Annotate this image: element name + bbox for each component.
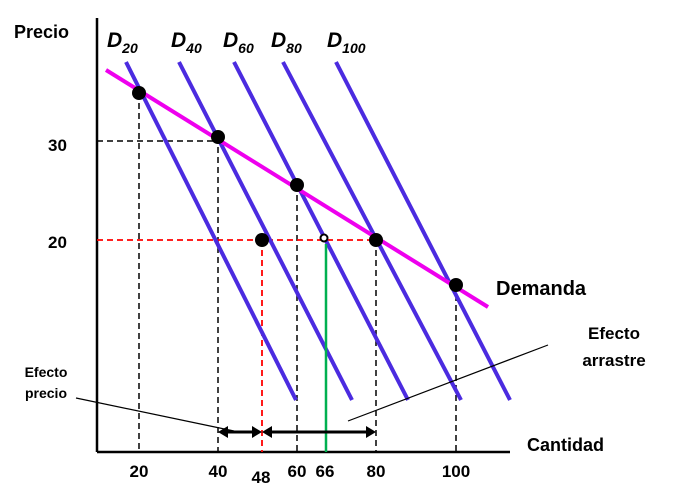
price-tick-20: 20: [48, 233, 67, 252]
label-d40: D40: [171, 29, 202, 56]
quantity-tick-48: 48: [252, 468, 271, 487]
curve-d40: [177, 61, 354, 401]
curve-d60: [232, 61, 410, 401]
price-effect-pointer: [75, 397, 235, 432]
hollow-point-q66: [319, 233, 329, 243]
guide-lines: [97, 93, 457, 452]
x-axis-title: Cantidad: [527, 435, 604, 455]
point-q60: [290, 178, 304, 192]
curve-d20: [124, 61, 298, 401]
arrowhead: [366, 426, 376, 438]
point-q48: [255, 233, 269, 247]
price-effect-label-line1: Efecto: [25, 364, 68, 380]
point-q80: [369, 233, 383, 247]
bandwagon-effect-label-line1: Efecto: [588, 324, 640, 343]
quantity-tick-80: 80: [367, 462, 386, 481]
label-d20: D20: [107, 29, 138, 56]
curve-d80: [281, 61, 463, 401]
arrowhead: [252, 426, 262, 438]
quantity-tick-100: 100: [442, 462, 470, 481]
point-q100: [449, 278, 463, 292]
market-demand-label: Demanda: [496, 278, 587, 300]
label-d100: D100: [327, 29, 366, 56]
point-q40: [211, 130, 225, 144]
price-effect-label-line2: precio: [25, 385, 67, 401]
effect-arrows: [218, 426, 376, 438]
curve-d100: [334, 61, 512, 401]
label-d60: D60: [223, 29, 254, 56]
quantity-tick-60: 60: [288, 462, 307, 481]
quantity-tick-66: 66: [316, 462, 335, 481]
quantity-tick-20: 20: [130, 462, 149, 481]
individual-demand-curves: [124, 61, 512, 401]
bandwagon-effect-pointer: [347, 344, 549, 422]
point-q20: [132, 86, 146, 100]
equilibrium-points: [132, 86, 463, 292]
price-tick-30: 30: [48, 136, 67, 155]
bandwagon-effect-label-line2: arrastre: [582, 351, 645, 370]
label-d80: D80: [271, 29, 302, 56]
y-axis-title: Precio: [14, 22, 69, 42]
quantity-tick-40: 40: [209, 462, 228, 481]
arrowhead: [262, 426, 272, 438]
